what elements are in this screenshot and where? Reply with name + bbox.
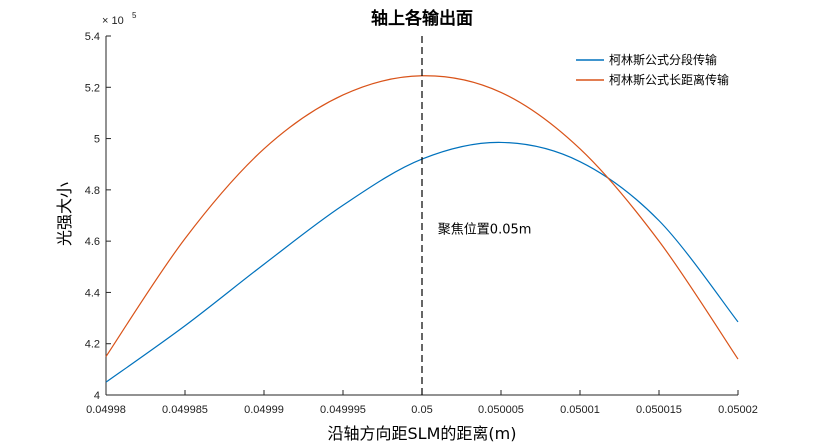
y-tick-label: 4.4 xyxy=(85,287,100,299)
x-tick-label: 0.04998 xyxy=(86,404,126,416)
x-tick-label: 0.04999 xyxy=(244,404,284,416)
y-tick-label: 5 xyxy=(94,134,100,146)
chart-title: 轴上各输出面 xyxy=(371,8,473,29)
legend-label-2: 柯林斯公式长距离传输 xyxy=(609,72,729,87)
y-multiplier-base: × 10 xyxy=(102,15,124,27)
y-tick-label: 4 xyxy=(94,390,100,402)
y-axis-label: 光强大小 xyxy=(55,182,74,246)
y-tick-label: 5.2 xyxy=(85,82,100,94)
y-tick-label: 5.4 xyxy=(85,31,100,43)
y-multiplier-exponent: 5 xyxy=(132,11,137,20)
x-tick-label: 0.050015 xyxy=(636,404,682,416)
x-tick-label: 0.050005 xyxy=(478,404,524,416)
legend-label-1: 柯林斯公式分段传输 xyxy=(609,52,717,67)
x-tick-label: 0.049995 xyxy=(320,404,366,416)
y-tick-label: 4.6 xyxy=(85,236,100,248)
plot-area: 0.04998 0.049985 0.04999 0.049995 0.05 0.0500… xyxy=(85,31,758,416)
x-tick-label: 0.05001 xyxy=(560,404,600,416)
annotation-label: 聚焦位置0.05m xyxy=(438,222,532,237)
x-tick-label: 0.049985 xyxy=(162,404,208,416)
x-axis-label: 沿轴方向距SLM的距离(m) xyxy=(328,424,517,443)
x-tick-label: 0.05002 xyxy=(718,404,758,416)
x-tick-label: 0.05 xyxy=(411,404,432,416)
y-tick-label: 4.8 xyxy=(85,185,100,197)
y-tick-label: 4.2 xyxy=(85,339,100,351)
y-axis-multiplier: × 10 5 xyxy=(102,11,137,27)
